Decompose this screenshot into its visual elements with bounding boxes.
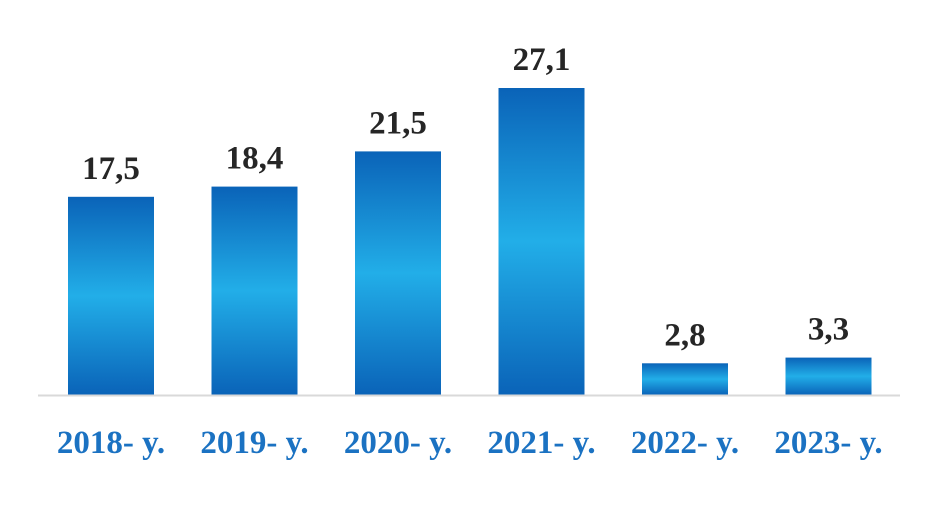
category-label: 2019- y.: [200, 425, 308, 461]
bar-1: [68, 196, 154, 395]
category-label: 2022- y.: [631, 425, 739, 461]
value-label: 17,5: [82, 151, 140, 187]
category-label: 2021- y.: [487, 425, 595, 461]
category-label: 2018- y.: [57, 425, 165, 461]
value-label: 21,5: [369, 105, 427, 141]
value-label: 2,8: [664, 317, 705, 353]
bar-2: [211, 186, 298, 395]
category-label: 2023- y.: [774, 425, 882, 461]
value-label: 3,3: [808, 312, 849, 348]
value-label: 27,1: [513, 42, 571, 78]
bar-4: [498, 88, 585, 395]
category-label: 2020- y.: [344, 425, 452, 461]
bar-3: [355, 151, 441, 395]
bar-5: [642, 363, 728, 395]
category-labels-group: 2018- y. 2019- y. 2020- y. 2021- y. 2022- y.…: [57, 425, 883, 461]
bars-group: [68, 88, 872, 395]
value-label: 18,4: [226, 141, 284, 177]
value-labels-group: 17,5 18,4 21,5 27,1 2,8 3,3: [82, 42, 849, 353]
bar-6: [785, 357, 872, 395]
